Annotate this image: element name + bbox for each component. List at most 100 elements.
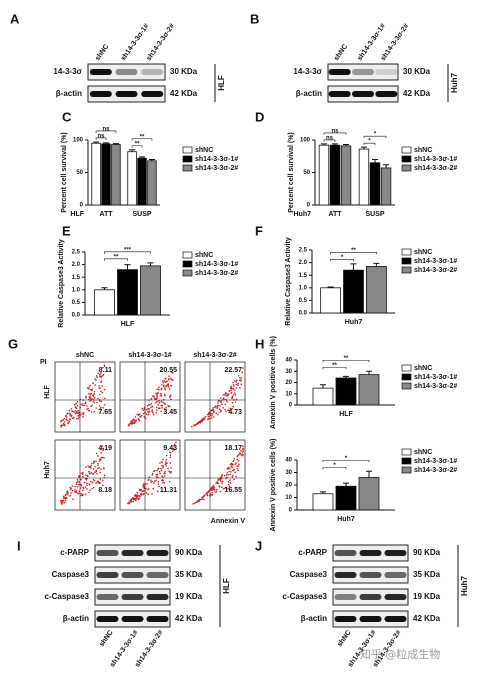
y-axis-label: Percent cell survival (%) xyxy=(288,132,295,213)
sig-label: * xyxy=(374,132,377,138)
dot xyxy=(218,408,221,410)
sig-label: * xyxy=(345,456,348,462)
dot xyxy=(85,493,87,495)
dot xyxy=(147,488,150,490)
dot xyxy=(155,474,157,476)
dot xyxy=(147,493,149,495)
dot xyxy=(237,374,240,377)
quadrant-value: 22.57 xyxy=(224,367,242,374)
dot xyxy=(164,387,166,389)
dot xyxy=(99,478,102,480)
legend-label: sh14-3-3σ-2# xyxy=(195,270,238,277)
panel-label: A xyxy=(10,11,20,26)
row-label: Huh7 xyxy=(44,461,51,479)
dot xyxy=(158,400,160,402)
dot xyxy=(157,483,160,485)
error-bar xyxy=(327,286,334,288)
legend-swatch xyxy=(182,260,193,268)
dot xyxy=(235,381,237,383)
dot xyxy=(103,388,106,391)
dot xyxy=(156,388,159,391)
dot xyxy=(92,486,95,489)
dot xyxy=(69,418,71,421)
dot xyxy=(72,416,75,419)
dot xyxy=(227,481,230,483)
dot xyxy=(216,407,219,409)
dot xyxy=(63,424,66,427)
dot xyxy=(86,408,88,411)
dot xyxy=(230,465,233,468)
dot xyxy=(164,377,167,380)
dot xyxy=(76,485,79,488)
dot xyxy=(156,395,158,398)
dot xyxy=(215,412,218,415)
dot xyxy=(101,456,104,459)
dot xyxy=(230,385,233,388)
dot xyxy=(74,485,76,488)
dot xyxy=(211,413,214,415)
dot xyxy=(230,462,233,465)
bar xyxy=(111,144,121,206)
dot xyxy=(153,470,155,473)
dot xyxy=(220,480,222,483)
bar xyxy=(140,265,161,316)
size-label: 42 KDa xyxy=(170,89,198,98)
dot xyxy=(66,419,69,422)
dot xyxy=(211,494,214,496)
error-bar xyxy=(372,159,378,163)
dot xyxy=(157,391,159,394)
legend-label: shNC xyxy=(414,147,432,154)
sig-bracket xyxy=(322,466,347,470)
dot xyxy=(80,478,82,481)
dot xyxy=(91,388,93,391)
dot xyxy=(103,456,105,459)
dot xyxy=(158,485,160,488)
y-tick-label: 1.5 xyxy=(299,273,308,279)
dot xyxy=(157,468,159,470)
legend-label: sh14-3-3σ-1# xyxy=(414,458,457,465)
y-tick-label: 40 xyxy=(285,358,292,364)
dot xyxy=(161,475,163,477)
dot xyxy=(156,469,158,472)
dot xyxy=(143,492,145,495)
bar xyxy=(358,477,380,511)
dot xyxy=(78,411,80,414)
dot xyxy=(164,486,166,488)
dot xyxy=(82,487,85,490)
legend-label: sh14-3-3σ-2# xyxy=(414,383,457,390)
x-tick-label: ATT xyxy=(328,211,342,218)
dot xyxy=(93,390,96,393)
legend-swatch xyxy=(401,457,412,465)
dot xyxy=(160,404,163,407)
dot xyxy=(238,454,240,456)
dot xyxy=(239,386,241,389)
dot xyxy=(70,492,72,494)
dot xyxy=(103,365,106,368)
y-tick-label: 2.5 xyxy=(72,250,81,256)
dot xyxy=(151,480,153,483)
dot xyxy=(194,502,196,504)
dot xyxy=(65,414,67,417)
bar xyxy=(335,485,357,511)
y-tick-label: 10 xyxy=(285,391,292,397)
sig-bracket xyxy=(95,130,117,133)
bar xyxy=(117,269,138,316)
dot xyxy=(95,375,98,377)
dot xyxy=(162,401,165,404)
dot xyxy=(149,403,151,406)
dot xyxy=(163,384,165,387)
dot xyxy=(204,415,207,418)
dot xyxy=(231,407,233,410)
dot xyxy=(60,503,63,505)
dot xyxy=(240,379,243,382)
dot xyxy=(93,461,96,463)
legend-swatch xyxy=(182,146,193,154)
dot xyxy=(84,486,87,488)
dot xyxy=(101,445,104,448)
dot xyxy=(86,475,89,477)
dot xyxy=(147,407,150,410)
dot xyxy=(100,452,102,454)
dot xyxy=(153,480,156,482)
dot xyxy=(81,473,84,476)
quadrant-value: 8.18 xyxy=(98,487,112,494)
